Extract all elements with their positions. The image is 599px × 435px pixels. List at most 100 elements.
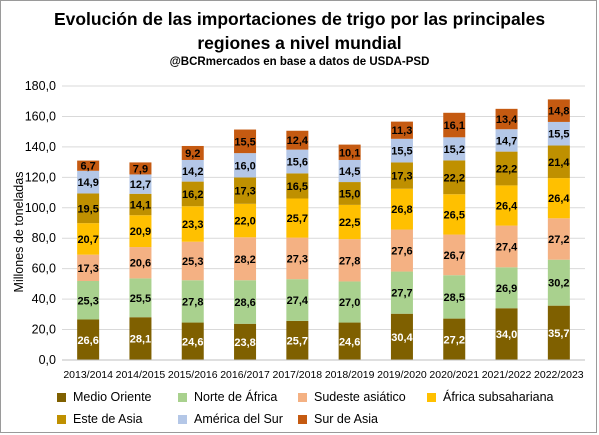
- data-label: 12,7: [130, 179, 151, 191]
- bar-segment: [338, 281, 361, 323]
- bar-segment: [390, 121, 413, 139]
- bar-segment: [129, 174, 152, 194]
- bar-segment: [234, 129, 257, 154]
- data-label: 14,9: [77, 177, 98, 189]
- legend-item: América del Sur: [178, 412, 283, 426]
- bar-segment: [443, 234, 466, 276]
- data-label: 34,0: [496, 329, 517, 341]
- data-label: 26,7: [444, 250, 465, 262]
- data-label: 20,6: [130, 258, 151, 270]
- bar-segment: [443, 112, 466, 138]
- bar-segment: [338, 144, 361, 160]
- data-label: 27,8: [339, 255, 360, 267]
- legend-swatch: [57, 392, 66, 402]
- bar-segment: [390, 138, 413, 163]
- bar-segment: [77, 319, 100, 360]
- data-label: 19,5: [77, 203, 98, 215]
- bar-segment: [181, 280, 204, 323]
- data-label: 26,4: [548, 193, 570, 205]
- bar-segment: [77, 254, 100, 281]
- data-label: 27,6: [391, 246, 412, 258]
- legend-item: Sur de Asia: [298, 412, 378, 426]
- data-label: 16,2: [182, 189, 203, 201]
- chart-title-line1: Evolución de las importaciones de trigo …: [53, 9, 546, 29]
- data-label: 28,1: [130, 334, 151, 346]
- bar-segment: [443, 275, 466, 319]
- y-tick-label: 180,0: [25, 79, 56, 93]
- legend-label: Norte de África: [194, 390, 278, 404]
- bar-segment: [181, 181, 204, 207]
- y-tick-label: 40,0: [32, 292, 56, 306]
- bar-segment: [181, 241, 204, 281]
- x-axis-tick-labels: 2013/2014 2014/2015 2015/2016 2016/2017 2017…: [63, 369, 583, 381]
- bars: 26,6 25,3 17,3 20,7 19,5 14,9 6,7 28,1 25,5 20,6 2…: [62, 99, 585, 361]
- bar-segment: [129, 215, 152, 248]
- legend-swatch: [57, 414, 66, 424]
- data-label: 15,5: [234, 136, 255, 148]
- data-label: 14,8: [548, 106, 569, 118]
- bar-segment: [234, 203, 257, 238]
- bar-segment: [495, 108, 518, 130]
- bar-segment: [495, 267, 518, 309]
- x-tick-label: 2018/2019: [325, 369, 375, 381]
- stacked-bar-chart: 0,0 20,0 40,0 60,0 80,0 100,0 120,0 140,0 160,0 1…: [12, 79, 585, 381]
- legend-item: Norte de África: [178, 390, 277, 404]
- data-label: 16,5: [287, 181, 308, 193]
- data-label: 23,8: [234, 337, 255, 349]
- legend-swatch: [427, 392, 436, 402]
- bar-segment: [338, 159, 361, 183]
- data-label: 10,1: [339, 147, 360, 159]
- x-tick-label: 2015/2016: [168, 369, 218, 381]
- data-label: 27,8: [182, 296, 203, 308]
- data-label: 13,4: [496, 114, 518, 126]
- legend-swatch: [178, 392, 187, 402]
- bar-segment: [234, 280, 257, 324]
- y-tick-label: 20,0: [32, 323, 56, 337]
- data-label: 25,3: [77, 295, 98, 307]
- data-label: 20,9: [130, 226, 151, 238]
- y-tick-label: 80,0: [32, 231, 56, 245]
- bar-segment: [77, 280, 100, 320]
- data-label: 25,7: [287, 335, 308, 347]
- chart-title-line2: regiones a nivel mundial: [197, 33, 402, 53]
- data-label: 27,4: [287, 295, 309, 307]
- data-label: 27,2: [548, 234, 569, 246]
- data-label: 26,5: [444, 209, 465, 221]
- y-tick-label: 140,0: [25, 140, 56, 154]
- bar-segment: [181, 206, 204, 242]
- bar-segment: [338, 239, 361, 282]
- bar-segment: [129, 193, 152, 216]
- data-label: 16,0: [234, 160, 255, 172]
- y-tick-label: 0,0: [39, 353, 56, 367]
- legend-item: Sudeste asiático: [298, 390, 406, 404]
- legend-label: América del Sur: [194, 412, 283, 426]
- data-label: 14,7: [496, 135, 517, 147]
- data-label: 23,3: [182, 219, 203, 231]
- x-tick-label: 2022/2023: [534, 369, 584, 381]
- bar-segment: [77, 193, 100, 224]
- data-label: 25,7: [287, 213, 308, 225]
- data-label: 26,4: [496, 200, 518, 212]
- bar-segment: [129, 162, 152, 175]
- y-axis-tick-labels: 0,0 20,0 40,0 60,0 80,0 100,0 120,0 140,0 160,0 1…: [25, 79, 56, 367]
- data-label: 14,2: [182, 166, 203, 178]
- bar-segment: [390, 271, 413, 314]
- data-label: 17,3: [77, 263, 98, 275]
- bar-segment: [338, 204, 361, 240]
- bar-segment: [338, 182, 361, 205]
- y-axis-label: Millones de toneladas: [12, 172, 26, 293]
- data-label: 28,6: [234, 297, 255, 309]
- y-tick-label: 120,0: [25, 170, 56, 184]
- data-label: 11,3: [392, 125, 413, 137]
- data-label: 25,3: [182, 256, 203, 268]
- data-label: 26,8: [391, 204, 412, 216]
- x-tick-label: 2017/2018: [273, 369, 323, 381]
- data-label: 15,2: [444, 144, 465, 156]
- data-label: 27,3: [287, 253, 308, 265]
- bar-segment: [77, 170, 100, 194]
- bar-segment: [443, 194, 466, 235]
- data-label: 24,6: [182, 336, 203, 348]
- bar-segment: [390, 229, 413, 272]
- bar-segment: [390, 188, 413, 230]
- data-label: 27,7: [391, 288, 412, 300]
